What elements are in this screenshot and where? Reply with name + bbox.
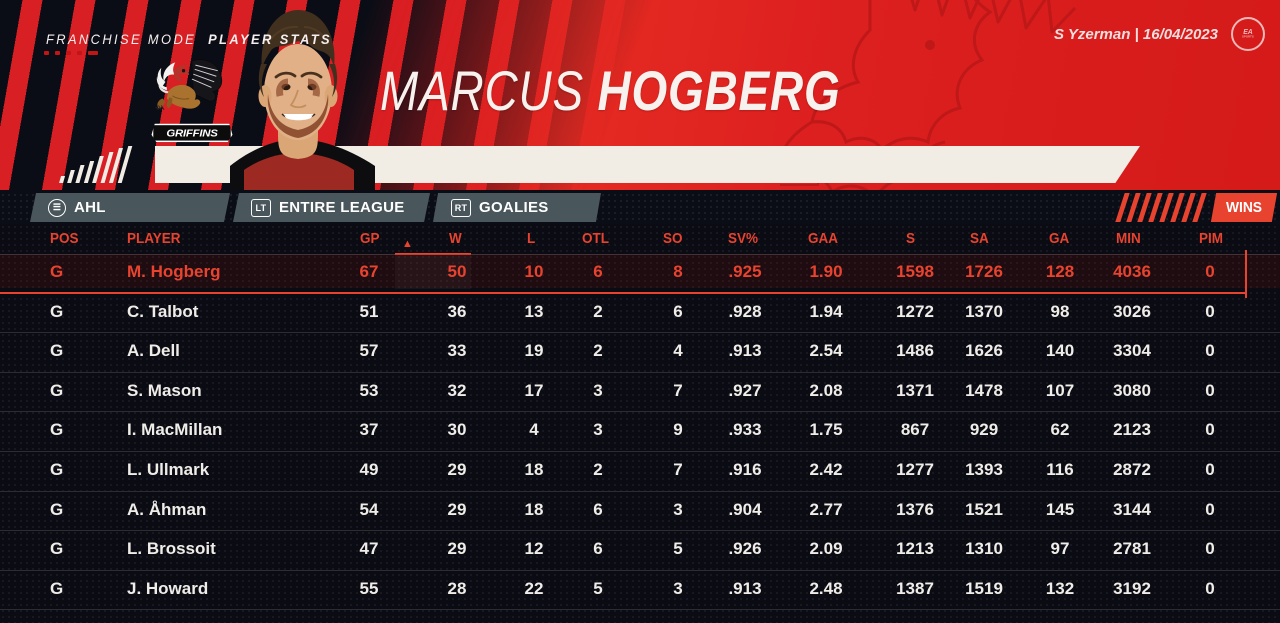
svg-text:EA: EA: [1243, 29, 1253, 36]
svg-text:SPORTS: SPORTS: [1242, 36, 1254, 39]
